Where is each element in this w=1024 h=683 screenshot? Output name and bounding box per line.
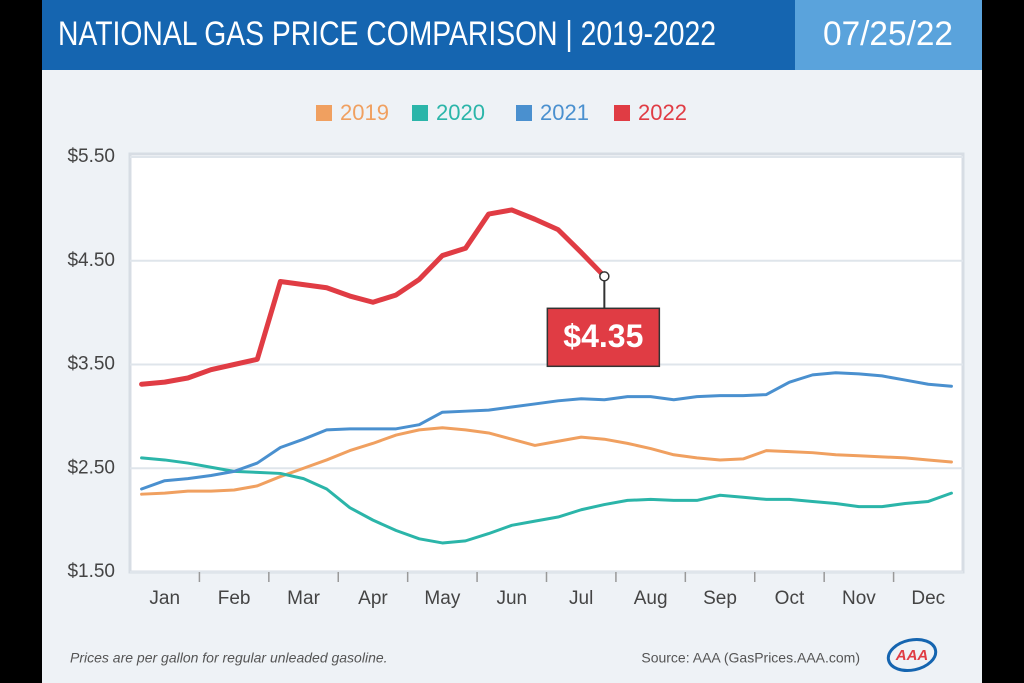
legend-swatch <box>316 105 332 121</box>
source: Source: AAA (GasPrices.AAA.com) <box>641 650 860 666</box>
x-tick-label: Apr <box>358 588 388 609</box>
x-tick-label: Jun <box>496 588 527 609</box>
x-tick-label: Sep <box>703 588 737 609</box>
plot-area <box>128 152 965 574</box>
x-tick-label: Mar <box>287 588 320 609</box>
y-tick-label: $4.50 <box>67 250 115 271</box>
y-tick-label: $5.50 <box>67 146 115 167</box>
series-line <box>140 426 953 496</box>
x-tick-label: Oct <box>775 588 805 609</box>
y-tick-label: $1.50 <box>67 561 115 582</box>
legend-label: 2019 <box>340 100 389 125</box>
series-line <box>140 456 953 545</box>
x-tick-label: Nov <box>842 588 876 609</box>
x-tick-label: Jan <box>149 588 180 609</box>
date: 07/25/22 <box>823 15 953 53</box>
callout-box <box>546 307 661 368</box>
logo-ring <box>886 638 938 672</box>
footnote: Prices are per gallon for regular unlead… <box>70 650 388 666</box>
series-line <box>139 207 607 387</box>
y-tick-label: $2.50 <box>67 457 115 478</box>
x-tick-label: May <box>424 588 460 609</box>
legend-label: 2022 <box>638 100 687 125</box>
series-line <box>140 371 953 491</box>
x-tick-label: Aug <box>634 588 668 609</box>
logo: AAA <box>895 647 929 664</box>
date-box <box>795 0 982 70</box>
legend-label: 2021 <box>540 100 589 125</box>
legend-swatch <box>516 105 532 121</box>
y-tick-label: $3.50 <box>67 354 115 375</box>
legend-label: 2020 <box>436 100 485 125</box>
value-label: $4.35 <box>563 318 643 354</box>
header-bar <box>42 0 795 70</box>
legend-swatch <box>412 105 428 121</box>
legend-swatch <box>614 105 630 121</box>
x-tick-label: Feb <box>218 588 251 609</box>
end-point <box>599 271 610 282</box>
x-tick-label: Dec <box>911 588 945 609</box>
chart-title: NATIONAL GAS PRICE COMPARISON | 2019-202… <box>58 15 716 53</box>
x-tick-label: Jul <box>569 588 593 609</box>
